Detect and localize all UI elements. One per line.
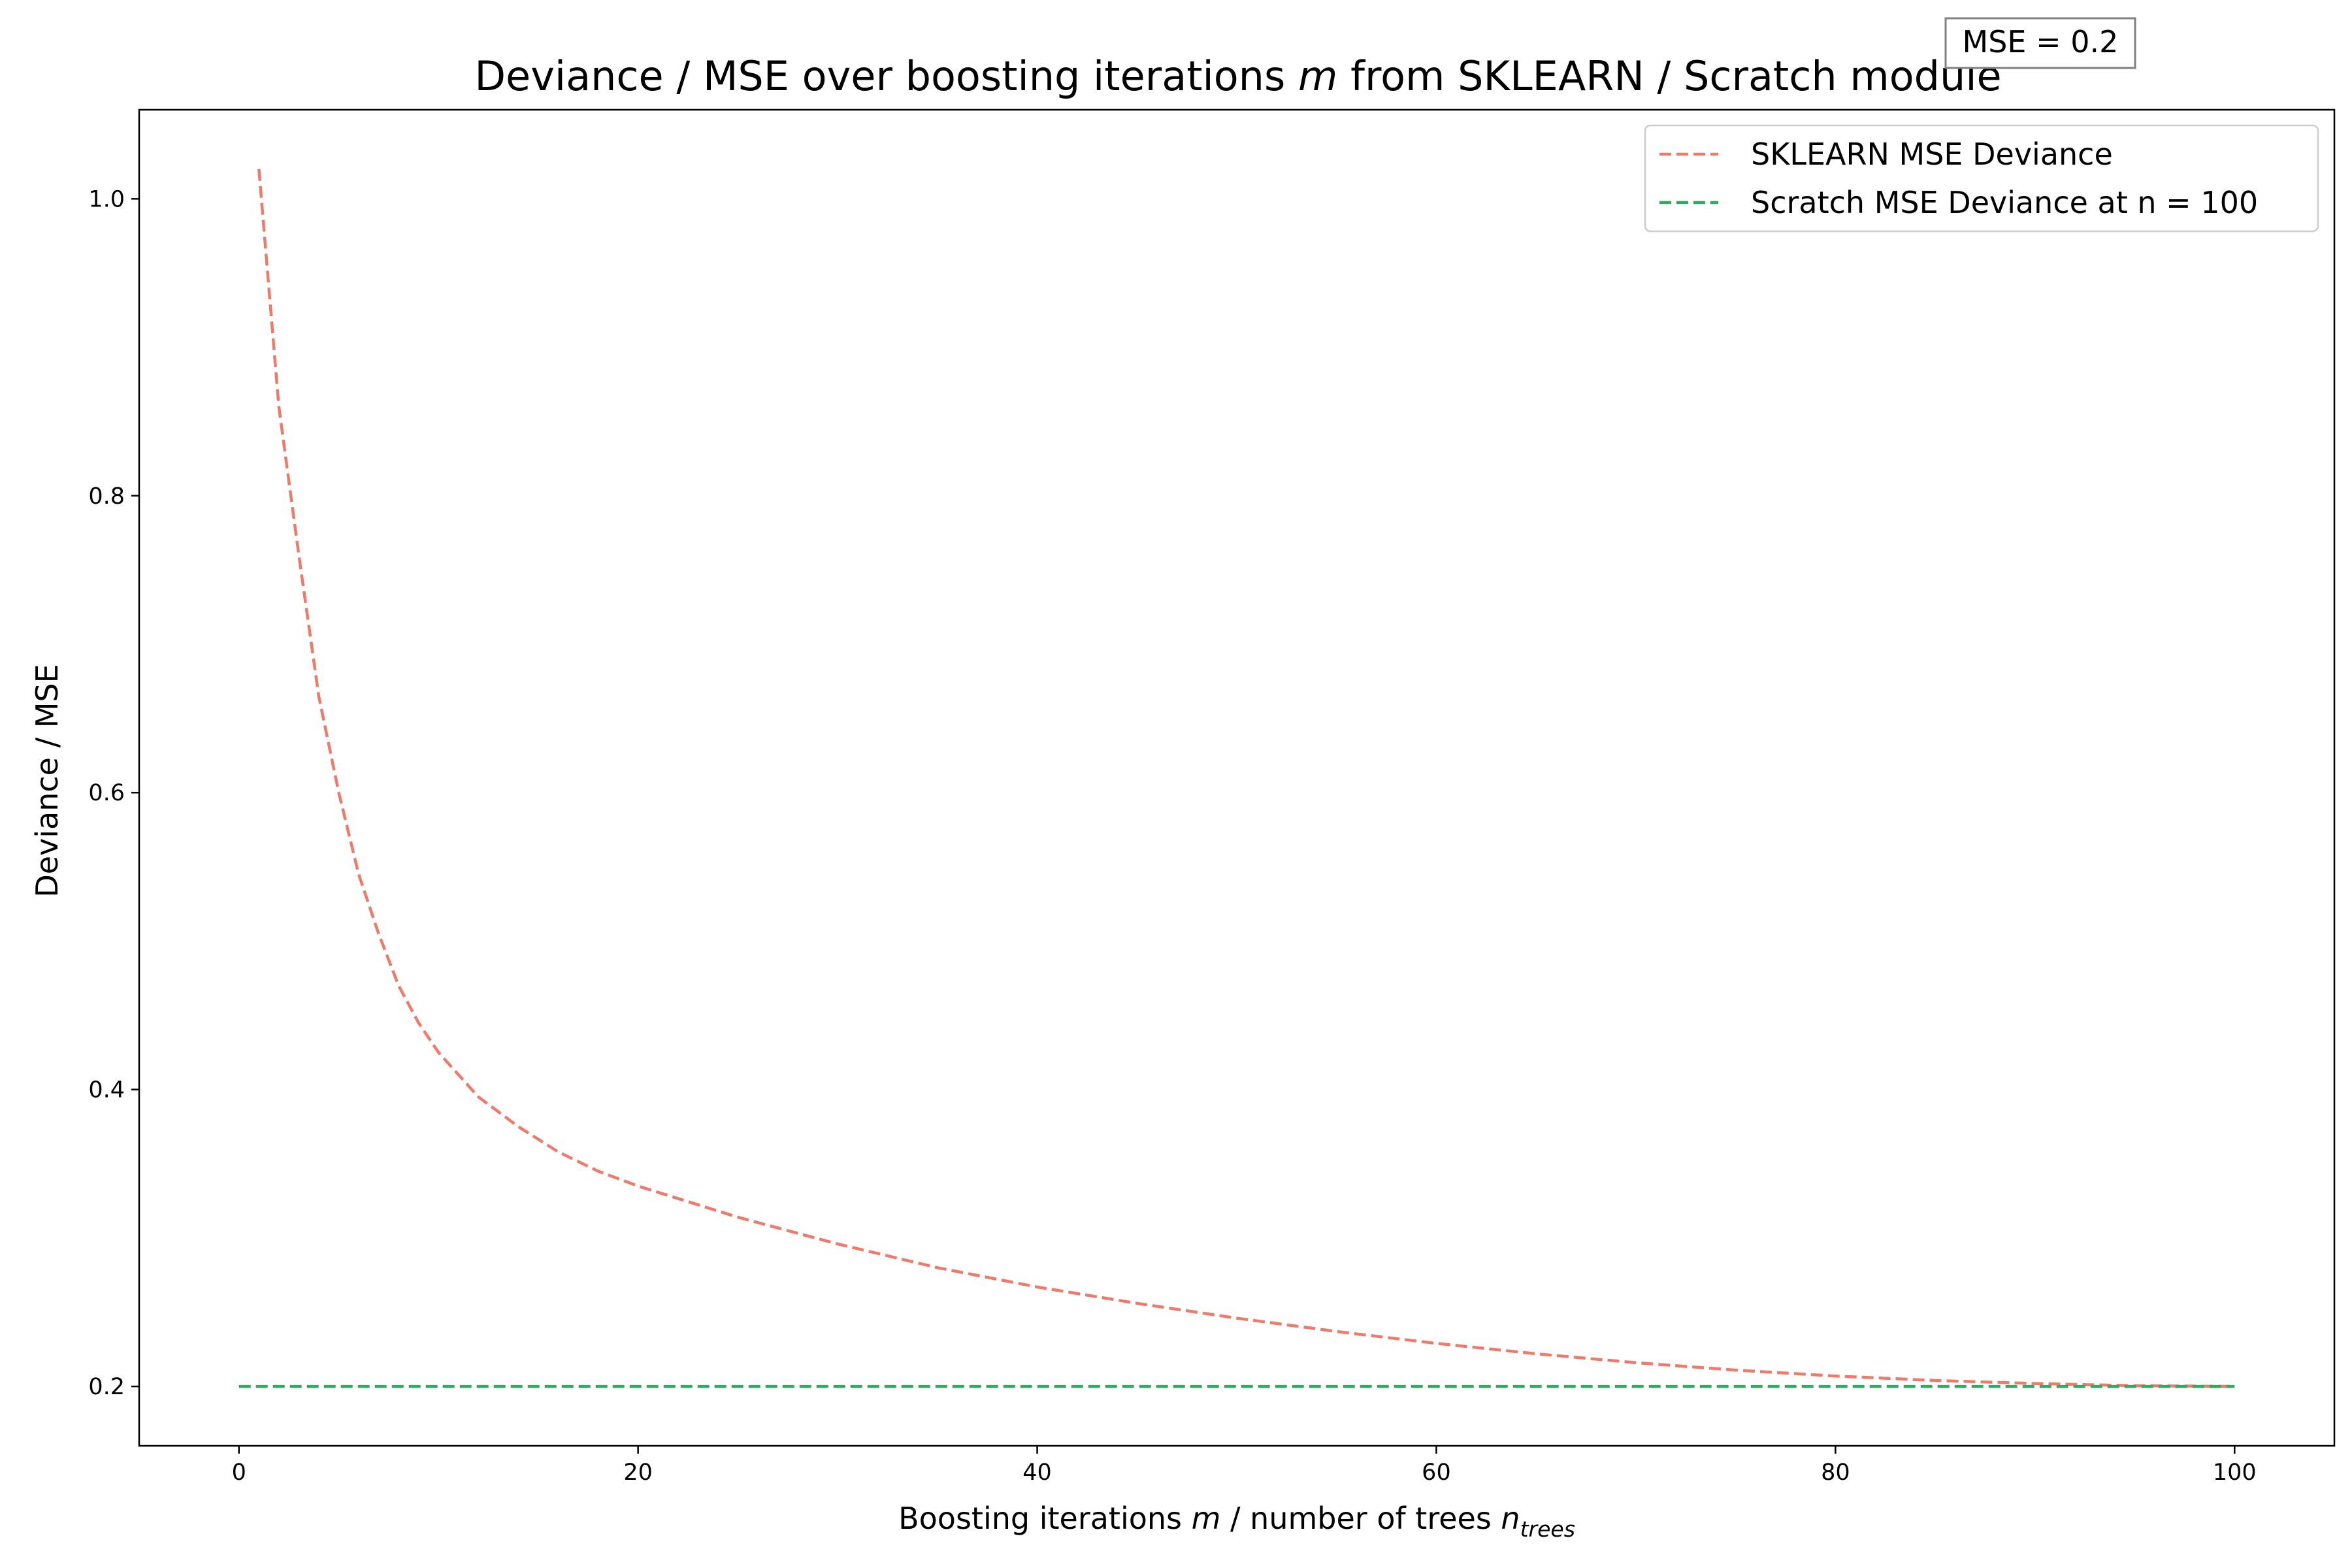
- x-tick-label: 80: [1821, 1460, 1850, 1486]
- x-tick-label: 60: [1422, 1460, 1451, 1486]
- x-tick-label: 40: [1022, 1460, 1052, 1486]
- y-tick-label: 0.4: [88, 1077, 125, 1103]
- mse-annotation-text: MSE = 0.2: [1963, 24, 2119, 59]
- chart-title: Deviance / MSE over boosting iterations …: [474, 52, 2001, 100]
- x-tick-label: 100: [2213, 1460, 2257, 1486]
- legend-label-scratch: Scratch MSE Deviance at n = 100: [1751, 185, 2258, 220]
- plot-area: [138, 108, 2336, 1447]
- x-tick-label: 0: [232, 1460, 246, 1486]
- y-tick-label: 0.6: [88, 780, 125, 806]
- mse-annotation: MSE = 0.2: [1944, 17, 2136, 69]
- legend-box: [1644, 124, 2319, 233]
- y-tick-label: 1.0: [88, 186, 125, 212]
- x-tick-label: 20: [623, 1460, 653, 1486]
- x-axis-label: Boosting iterations m / number of trees …: [898, 1501, 1575, 1542]
- y-axis-label: Deviance / MSE: [29, 664, 65, 897]
- x-axis: 0 20 40 60 80 100: [232, 1446, 2257, 1486]
- series-line-0: [257, 169, 2235, 1388]
- y-tick-label: 0.8: [88, 483, 125, 510]
- legend: SKLEARN MSE Deviance Scratch MSE Devianc…: [1644, 124, 2319, 233]
- mse-annotation-box: [1944, 17, 2136, 69]
- legend-label-sklearn: SKLEARN MSE Deviance: [1751, 137, 2113, 172]
- series-layer: [238, 169, 2235, 1388]
- y-tick-label: 0.2: [88, 1374, 125, 1400]
- y-axis: 0.2 0.4 0.6 0.8 1.0: [88, 186, 139, 1400]
